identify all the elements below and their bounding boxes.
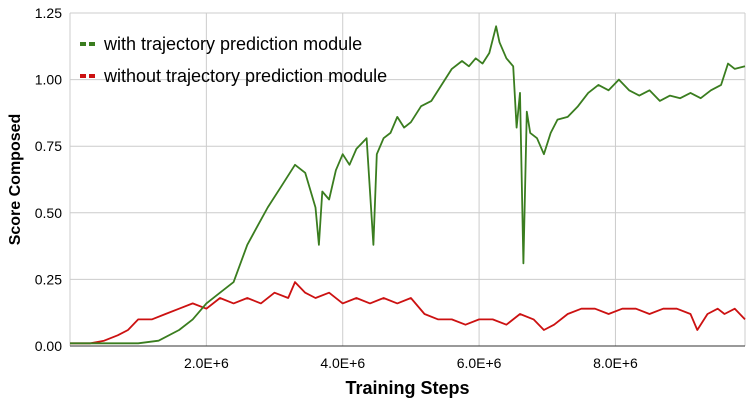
legend-label: with trajectory prediction module: [103, 34, 362, 54]
y-axis-title: Score Composed: [7, 114, 24, 246]
series-line-without-module: [70, 281, 746, 345]
y-tick-label: 0.25: [35, 271, 62, 287]
x-tick-label: 4.0E+6: [320, 355, 365, 371]
y-tick-label: 1.25: [35, 5, 62, 21]
grid-lines: [69, 12, 746, 347]
legend-label: without trajectory prediction module: [103, 66, 387, 86]
y-tick-label: 0.75: [35, 138, 62, 154]
legend: with trajectory prediction module without…: [80, 34, 387, 86]
x-axis-title: Training Steps: [345, 378, 469, 398]
y-tick-label: 0.00: [35, 338, 62, 354]
series-line-with-module: [70, 25, 746, 345]
x-tick-label: 6.0E+6: [457, 355, 502, 371]
axes: 0.00 0.25 0.50 0.75 1.00 1.25 2.0E+6 4.0E+6 6.0E…: [35, 5, 745, 371]
y-tick-label: 1.00: [35, 72, 62, 88]
series-lines: [70, 25, 746, 345]
x-tick-label: 8.0E+6: [593, 355, 638, 371]
x-tick-label: 2.0E+6: [184, 355, 229, 371]
y-tick-label: 0.50: [35, 205, 62, 221]
